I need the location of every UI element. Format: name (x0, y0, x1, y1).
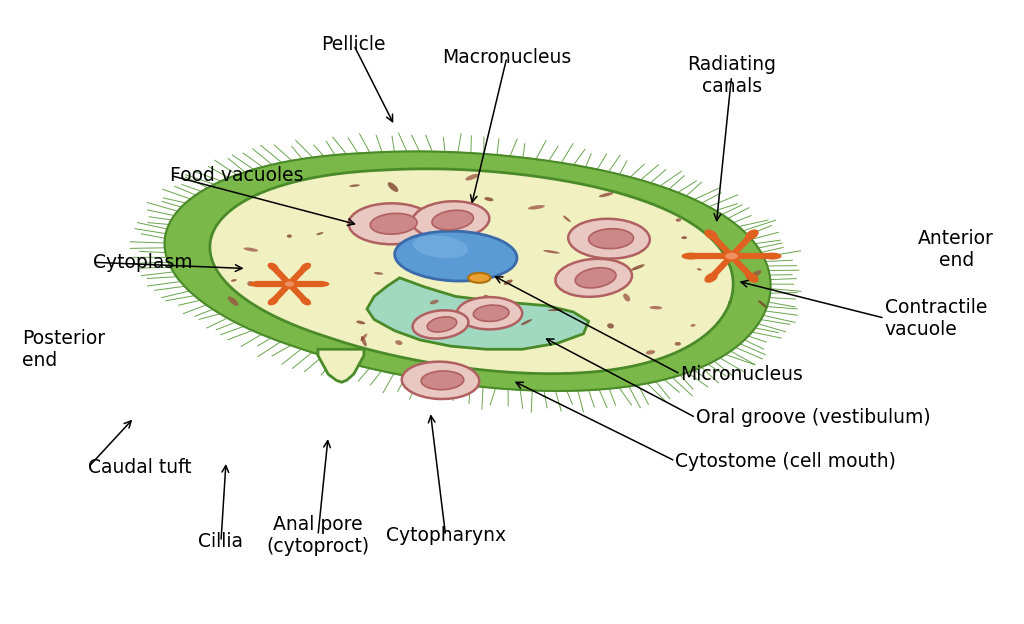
Text: Anterior
end: Anterior end (919, 230, 994, 270)
Text: Cytopharynx: Cytopharynx (386, 526, 506, 545)
Ellipse shape (484, 197, 494, 202)
Ellipse shape (244, 248, 258, 251)
Ellipse shape (646, 350, 655, 354)
Ellipse shape (349, 184, 359, 187)
Text: Cytostome (cell mouth): Cytostome (cell mouth) (676, 452, 896, 470)
Ellipse shape (394, 231, 517, 281)
Ellipse shape (758, 300, 767, 308)
Ellipse shape (631, 265, 645, 271)
Ellipse shape (453, 213, 460, 217)
Ellipse shape (314, 281, 330, 287)
Ellipse shape (690, 324, 695, 327)
Polygon shape (318, 349, 364, 382)
Polygon shape (367, 278, 589, 349)
Ellipse shape (409, 253, 425, 256)
Text: Cytoplasm: Cytoplasm (93, 253, 193, 272)
Ellipse shape (348, 203, 434, 244)
Ellipse shape (548, 309, 562, 311)
Text: Anal pore
(cytoproct): Anal pore (cytoproct) (266, 515, 370, 556)
Circle shape (284, 280, 295, 288)
Ellipse shape (676, 218, 681, 222)
Ellipse shape (356, 321, 366, 324)
Text: Food vacuoles: Food vacuoles (170, 166, 303, 185)
Text: Radiating
canals: Radiating canals (687, 56, 776, 97)
Text: Pellicle: Pellicle (322, 36, 386, 54)
Ellipse shape (649, 306, 663, 310)
Ellipse shape (413, 235, 468, 258)
Ellipse shape (468, 273, 490, 283)
Ellipse shape (371, 213, 417, 234)
Ellipse shape (705, 273, 718, 283)
Ellipse shape (521, 319, 532, 325)
Ellipse shape (504, 280, 513, 285)
Ellipse shape (543, 250, 560, 253)
Ellipse shape (682, 253, 700, 260)
Ellipse shape (421, 371, 464, 389)
Ellipse shape (388, 182, 398, 192)
Circle shape (724, 251, 739, 261)
Ellipse shape (378, 216, 390, 220)
Ellipse shape (589, 229, 634, 249)
Ellipse shape (300, 263, 311, 271)
Ellipse shape (599, 192, 613, 197)
Ellipse shape (427, 317, 457, 332)
Ellipse shape (563, 215, 570, 222)
Polygon shape (210, 169, 733, 374)
Ellipse shape (287, 235, 292, 238)
Ellipse shape (575, 268, 616, 288)
Ellipse shape (555, 259, 632, 297)
Ellipse shape (414, 217, 419, 222)
Ellipse shape (590, 284, 596, 286)
Ellipse shape (745, 230, 759, 240)
Ellipse shape (681, 236, 687, 239)
Ellipse shape (430, 300, 438, 305)
Ellipse shape (675, 342, 681, 346)
Ellipse shape (267, 297, 279, 305)
Ellipse shape (350, 218, 353, 222)
Ellipse shape (483, 295, 493, 304)
Ellipse shape (607, 323, 614, 328)
Ellipse shape (401, 362, 479, 399)
Ellipse shape (586, 265, 592, 270)
Text: Caudal tuft: Caudal tuft (88, 458, 191, 477)
Ellipse shape (360, 336, 367, 346)
Ellipse shape (395, 340, 402, 345)
Ellipse shape (751, 270, 762, 278)
Ellipse shape (247, 281, 254, 286)
Ellipse shape (616, 270, 628, 278)
Ellipse shape (464, 248, 471, 255)
Ellipse shape (705, 230, 718, 240)
Polygon shape (165, 152, 771, 391)
Ellipse shape (360, 334, 368, 341)
Text: Cillia: Cillia (199, 532, 244, 552)
Ellipse shape (267, 263, 279, 271)
Ellipse shape (412, 202, 489, 239)
Ellipse shape (528, 205, 545, 210)
Ellipse shape (696, 268, 701, 271)
Text: Oral groove (vestibulum): Oral groove (vestibulum) (696, 408, 931, 427)
Ellipse shape (249, 281, 264, 287)
Ellipse shape (227, 296, 239, 306)
Ellipse shape (413, 310, 468, 339)
Ellipse shape (316, 232, 324, 235)
Ellipse shape (568, 219, 650, 258)
Ellipse shape (231, 279, 237, 281)
Ellipse shape (465, 174, 479, 180)
Ellipse shape (763, 253, 781, 260)
Ellipse shape (624, 293, 630, 301)
Text: Micronucleus: Micronucleus (681, 364, 804, 384)
Text: Macronucleus: Macronucleus (442, 48, 571, 67)
Text: Contractile
vacuole: Contractile vacuole (885, 298, 987, 339)
Ellipse shape (745, 273, 759, 283)
Ellipse shape (374, 272, 383, 275)
Ellipse shape (473, 305, 509, 321)
Ellipse shape (300, 297, 311, 305)
Text: Posterior
end: Posterior end (22, 329, 104, 370)
Ellipse shape (457, 297, 522, 329)
Ellipse shape (432, 210, 473, 230)
